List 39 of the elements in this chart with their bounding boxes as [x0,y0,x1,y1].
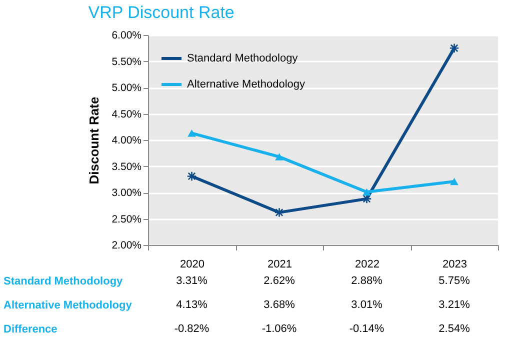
x-tick-label: 2021 [268,258,292,270]
y-tick-label: 3.00% [112,187,142,199]
data-label: 3.21% [438,299,470,311]
x-tick-label: 2020 [180,258,204,270]
point [188,130,196,137]
y-tick-label: 5.00% [112,82,142,94]
data-label: 4.13% [176,299,208,311]
text: -0.82% [174,323,210,335]
y-tick-label: 3.50% [112,160,142,173]
y-tick-label: 5.50% [112,56,142,68]
text: 2.54% [438,323,470,335]
point [450,178,458,186]
data-label: 2.62% [264,275,296,287]
data-label: 3.68% [264,299,296,311]
x-tick-label: 2022 [355,258,380,270]
y-tick-label: 4.50% [112,108,142,120]
point [274,207,284,218]
point [449,43,460,54]
data-label: 5.75% [438,275,470,287]
y-axis-title: Discount Rate [86,96,102,184]
text: -1.06% [262,323,297,335]
chart-title: VRP Discount Rate [88,3,234,22]
data-label: 3.31% [176,275,208,287]
y-tick-label: 2.50% [112,213,142,226]
legend-label: Alternative Methodology [187,78,306,90]
point [186,171,197,182]
text: Alternative Methodology [4,300,132,312]
legend-label: Standard Methodology [187,52,298,64]
y-tick-label: 2.00% [112,240,142,252]
x-tick-label: 2023 [442,258,467,270]
text: Difference [4,324,58,336]
y-tick-label: 4.00% [112,134,142,146]
y-tick-label: 6.00% [112,30,142,42]
data-label: 2.88% [351,275,383,287]
text: Standard Methodology [4,276,123,288]
text: -0.14% [349,323,384,335]
point [275,153,284,160]
point [362,188,371,196]
data-label: 3.01% [351,299,383,311]
